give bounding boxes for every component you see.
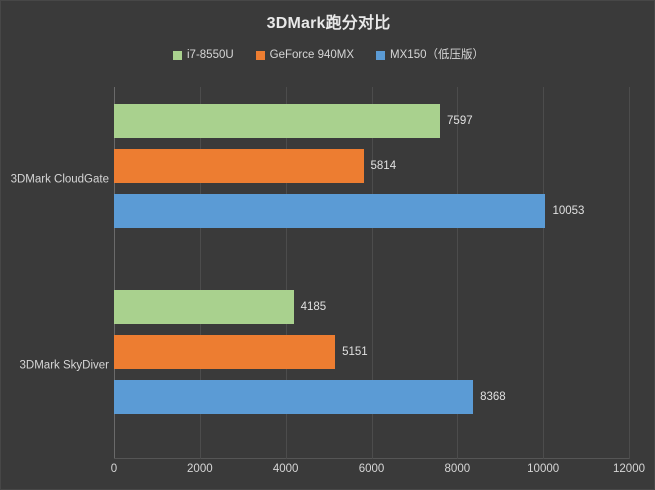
- bar-value-label: 4185: [300, 301, 327, 313]
- gridline: [199, 87, 201, 459]
- bar-value-label: 10053: [552, 205, 585, 217]
- category-label-0: 3DMark CloudGate: [10, 173, 109, 186]
- x-tick-label: 12000: [613, 463, 645, 475]
- x-tick-label: 2000: [187, 463, 213, 475]
- bar-value-label: 5814: [370, 160, 397, 172]
- bar-value-label: 8368: [480, 391, 506, 403]
- x-tick-label: 8000: [444, 463, 471, 475]
- x-tick-label: 10000: [527, 463, 560, 475]
- x-axis-tick-labels: 0 2000 4000 6000 8000 10000 12000: [110, 463, 645, 483]
- legend-item-1: GeForce 940MX: [255, 49, 355, 61]
- legend-item-2: MX150（低压版）: [376, 49, 484, 61]
- legend-swatch-icon: [376, 50, 386, 60]
- bar-value-label: 7597: [447, 115, 473, 127]
- gridline: [371, 87, 373, 459]
- legend-item-0: i7-8550U: [173, 49, 234, 61]
- bar: [114, 335, 336, 369]
- chart-legend: i7-8550U GeForce 940MX MX150（低压版）: [1, 49, 655, 61]
- bar: [114, 290, 294, 324]
- chart-title: 3DMark跑分对比: [266, 15, 391, 32]
- legend-swatch-icon: [173, 50, 182, 60]
- y-axis-line: [114, 87, 115, 459]
- legend-swatch-icon: [255, 50, 265, 60]
- x-tick-label: 6000: [358, 463, 385, 475]
- y-axis-category-labels: 3DMark CloudGate 3DMark SkyDiver: [1, 87, 109, 459]
- x-tick-label: 4000: [272, 463, 299, 475]
- gridline: [457, 87, 459, 459]
- gridline: [629, 87, 630, 459]
- bar: [114, 380, 474, 414]
- bar: [114, 104, 441, 138]
- gridline: [285, 87, 287, 459]
- legend-item-label: GeForce 940MX: [269, 49, 355, 61]
- legend-item-label: MX150（低压版）: [390, 49, 484, 61]
- bar-value-label: 5151: [342, 346, 368, 358]
- category-label-1: 3DMark SkyDiver: [19, 359, 109, 372]
- x-tick-label: 0: [110, 463, 118, 475]
- plot-area: 7597 5814 10053 4185 5151 8368: [114, 87, 630, 459]
- bar: [114, 149, 364, 183]
- bar: [114, 194, 546, 228]
- gridline: [543, 87, 545, 459]
- legend-item-label: i7-8550U: [187, 49, 234, 61]
